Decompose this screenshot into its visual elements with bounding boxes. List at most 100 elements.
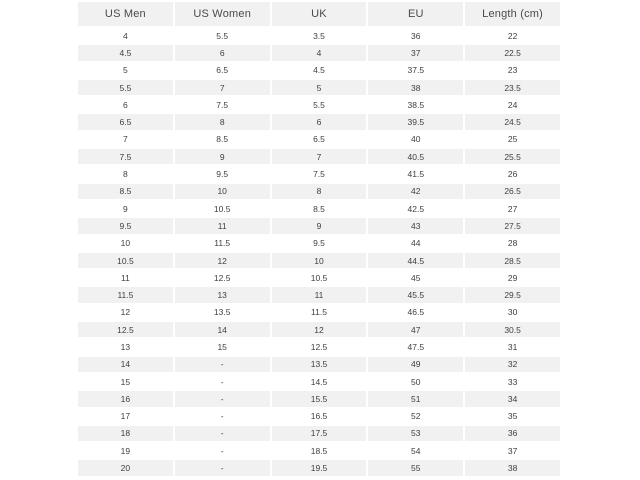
table-cell: 9	[174, 149, 270, 165]
table-cell: 23.5	[465, 79, 560, 96]
table-cell: 27.5	[465, 218, 560, 234]
table-cell: 8	[174, 114, 270, 130]
table-cell: 5	[271, 79, 367, 96]
table-cell: 34	[465, 391, 560, 407]
table-cell: 16.5	[271, 408, 367, 424]
table-cell: 25	[465, 131, 560, 148]
column-header: EU	[368, 2, 464, 26]
table-row: 20-19.5 55 38	[78, 460, 560, 476]
table-cell: 31	[465, 339, 560, 355]
table-cell: 19.5	[271, 460, 367, 476]
table-row: 16-15.5 51 34	[78, 391, 560, 407]
table-cell: 16	[78, 391, 173, 407]
table-cell: 37.5	[368, 62, 464, 78]
table-cell: 30.5	[465, 322, 560, 338]
table-cell: 36	[465, 425, 560, 442]
table-row: 5.5 7 5 38 23.5	[78, 79, 560, 96]
table-row: 7 8.5 6.5 40 25	[78, 131, 560, 148]
table-cell: 9	[78, 200, 173, 217]
table-cell: 12.5	[78, 322, 173, 338]
column-header: Length (cm)	[465, 2, 560, 26]
table-cell: 50	[368, 373, 464, 390]
table-cell: 5.5	[78, 79, 173, 96]
table-cell: 30	[465, 304, 560, 321]
table-cell: 9.5	[78, 218, 173, 234]
table-cell: 49	[368, 356, 464, 372]
table-cell: 14	[78, 356, 173, 372]
table-cell: 7	[271, 149, 367, 165]
table-cell: 51	[368, 391, 464, 407]
table-cell: 12	[174, 252, 270, 269]
table-cell: 10.5	[174, 200, 270, 217]
table-row: 17-16.5 52 35	[78, 408, 560, 424]
table-cell: 46.5	[368, 304, 464, 321]
table-cell: 10.5	[78, 252, 173, 269]
table-cell: 28	[465, 235, 560, 251]
table-row: 7.5 9 7 40.5 25.5	[78, 149, 560, 165]
table-cell: 6.5	[174, 62, 270, 78]
table-cell: 12.5	[271, 339, 367, 355]
table-cell: 6.5	[271, 131, 367, 148]
table-row: 10 11.5 9.5 44 28	[78, 235, 560, 251]
table-cell: 47	[368, 322, 464, 338]
table-cell: 13	[78, 339, 173, 355]
table-row: 18-17.5 53 36	[78, 425, 560, 442]
table-cell: 4.5	[271, 62, 367, 78]
table-cell: 26	[465, 166, 560, 182]
table-cell: 8.5	[174, 131, 270, 148]
table-cell: -	[174, 460, 270, 476]
table-cell: 55	[368, 460, 464, 476]
table-cell: 12	[271, 322, 367, 338]
table-cell: 27	[465, 200, 560, 217]
table-cell: 15.5	[271, 391, 367, 407]
column-header: US Women	[174, 2, 270, 26]
table-row: 4 5.5 3.5 36 22	[78, 28, 560, 44]
table-row: 11.5 13 11 45.5 29.5	[78, 287, 560, 303]
table-cell: -	[174, 425, 270, 442]
table-cell: 6.5	[78, 114, 173, 130]
table-row: 9.5 11 9 43 27.5	[78, 218, 560, 234]
table-cell: 17	[78, 408, 173, 424]
table-cell: 37	[368, 45, 464, 61]
table-cell: 4.5	[78, 45, 173, 61]
table-cell: 29	[465, 270, 560, 286]
table-cell: 52	[368, 408, 464, 424]
header-row: US Men US Women UK EU Length (cm)	[78, 2, 560, 26]
table-cell: 29.5	[465, 287, 560, 303]
table-cell: 12	[78, 304, 173, 321]
table-cell: 11.5	[78, 287, 173, 303]
table-cell: 33	[465, 373, 560, 390]
table-cell: -	[174, 408, 270, 424]
table-cell: 11.5	[174, 235, 270, 251]
table-cell: 23	[465, 62, 560, 78]
table-cell: 24	[465, 97, 560, 113]
table-cell: 9.5	[174, 166, 270, 182]
table-cell: 54	[368, 443, 464, 459]
column-header: UK	[271, 2, 367, 26]
table-row: 4.5 6 4 37 22.5	[78, 45, 560, 61]
table-cell: 14.5	[271, 373, 367, 390]
table-cell: 13.5	[271, 356, 367, 372]
table-cell: 18.5	[271, 443, 367, 459]
table-cell: 36	[368, 28, 464, 44]
table-cell: 19	[78, 443, 173, 459]
table-cell: 22.5	[465, 45, 560, 61]
table-cell: 40.5	[368, 149, 464, 165]
table-cell: -	[174, 356, 270, 372]
table-cell: 8.5	[271, 200, 367, 217]
table-row: 12.5 14 12 47 30.5	[78, 322, 560, 338]
table-cell: 53	[368, 425, 464, 442]
table-cell: 18	[78, 425, 173, 442]
table-cell: 10	[174, 183, 270, 199]
table-row: 5 6.5 4.5 37.5 23	[78, 62, 560, 78]
table-cell: 7	[174, 79, 270, 96]
table-cell: 13.5	[174, 304, 270, 321]
table-cell: 3.5	[271, 28, 367, 44]
table-cell: 17.5	[271, 425, 367, 442]
table-cell: 35	[465, 408, 560, 424]
table-cell: 15	[174, 339, 270, 355]
table-cell: 11	[78, 270, 173, 286]
table-cell: 42.5	[368, 200, 464, 217]
table-cell: 10	[271, 252, 367, 269]
